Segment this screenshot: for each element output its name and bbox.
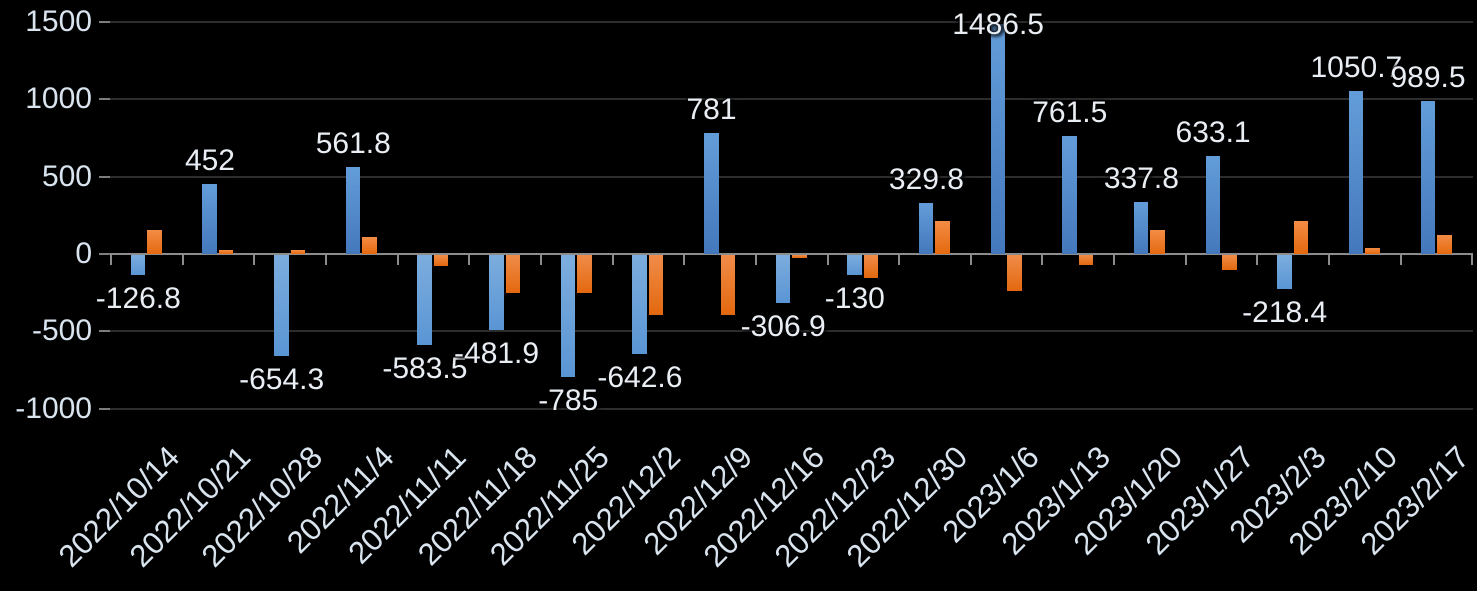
data-label: 337.8 — [1103, 161, 1179, 195]
y-axis-tick — [99, 330, 110, 333]
y-axis-tick-label: -500 — [31, 314, 92, 348]
data-label: -218.4 — [1242, 295, 1328, 329]
bar-orange — [1007, 255, 1022, 291]
y-axis-tick — [99, 253, 110, 255]
bar-blue — [704, 133, 719, 254]
bar-orange — [1222, 255, 1237, 271]
bar-blue — [274, 255, 289, 357]
bar-orange — [433, 255, 449, 266]
data-label: 452 — [184, 144, 235, 178]
y-axis-tick-label: 0 — [75, 237, 92, 270]
x-axis-tick — [969, 254, 972, 265]
data-label: -642.6 — [597, 361, 683, 395]
bar-orange — [505, 255, 521, 293]
bar-orange — [935, 220, 950, 254]
bar-blue — [130, 255, 146, 275]
bar-blue — [632, 255, 647, 355]
bar-blue — [1062, 136, 1077, 254]
bar-orange — [218, 250, 234, 254]
data-label: 761.5 — [1032, 96, 1108, 130]
bar-blue — [1277, 255, 1292, 289]
x-axis-tick — [683, 254, 686, 265]
x-axis-tick — [468, 254, 471, 265]
y-axis-tick-label: 1000 — [25, 82, 92, 116]
data-label: -583.5 — [382, 352, 468, 386]
x-axis-tick — [539, 254, 542, 265]
bar-orange — [1437, 234, 1452, 254]
y-axis-tick-label: -1000 — [15, 391, 92, 425]
bar-orange — [1293, 220, 1309, 254]
gridline — [110, 330, 1474, 333]
bar-blue — [1420, 100, 1436, 254]
x-axis-line — [110, 253, 1474, 255]
data-label: 781 — [686, 93, 737, 127]
bar-orange — [720, 255, 736, 316]
bar-blue — [847, 255, 862, 276]
gridline — [110, 175, 1474, 178]
bar-blue — [1348, 91, 1364, 254]
data-label: 1050.7 — [1310, 51, 1403, 85]
bar-orange — [1150, 230, 1165, 254]
x-axis-tick — [110, 254, 112, 265]
data-label: -126.8 — [95, 281, 181, 315]
x-axis-tick — [1471, 254, 1474, 265]
data-label: -785 — [538, 383, 599, 417]
gridline — [110, 98, 1474, 101]
data-label: -130 — [824, 282, 885, 316]
bar-orange — [863, 255, 879, 279]
data-label: 633.1 — [1175, 115, 1251, 149]
bar-orange — [1078, 255, 1094, 266]
bar-orange — [792, 255, 807, 259]
data-label: 329.8 — [888, 162, 964, 196]
gridline — [110, 20, 1474, 23]
y-axis-tick-label: 500 — [41, 159, 92, 193]
data-label: -306.9 — [740, 309, 826, 343]
x-axis-tick — [1184, 254, 1187, 265]
x-axis-tick — [253, 254, 256, 265]
data-label: 989.5 — [1390, 60, 1466, 94]
x-axis-tick — [611, 254, 614, 265]
y-axis-tick — [99, 407, 110, 410]
data-label: 1486.5 — [952, 8, 1044, 41]
x-axis-tick — [1113, 254, 1116, 265]
bar-blue — [489, 255, 504, 330]
bar-orange — [648, 255, 664, 316]
bar-orange — [147, 230, 162, 254]
x-axis-tick — [898, 254, 901, 265]
y-axis-tick-label: 1500 — [25, 4, 92, 38]
bar-blue — [560, 255, 576, 377]
bar-blue — [1133, 201, 1149, 254]
data-label: 561.8 — [315, 127, 391, 161]
bar-orange — [290, 249, 306, 254]
y-axis-tick — [99, 175, 110, 178]
bar-blue — [202, 184, 217, 254]
bar-blue — [345, 167, 361, 254]
bar-blue — [918, 202, 934, 254]
y-axis-tick — [99, 20, 110, 23]
x-axis-tick — [1328, 254, 1331, 265]
bar-orange — [362, 236, 377, 254]
x-axis-tick — [826, 254, 829, 265]
x-axis-tick — [396, 254, 399, 265]
x-axis-tick — [754, 254, 757, 265]
bar-blue — [775, 255, 791, 303]
bar-blue — [990, 23, 1006, 254]
x-axis-tick — [324, 254, 327, 265]
data-label: -481.9 — [454, 336, 540, 370]
x-axis-tick — [1399, 254, 1402, 265]
bar-orange — [577, 255, 592, 293]
x-axis-tick — [181, 254, 184, 265]
gridline — [110, 407, 1474, 410]
bar-blue — [1205, 155, 1221, 254]
x-axis-tick — [1256, 254, 1259, 265]
x-axis-tick — [1041, 254, 1044, 265]
data-label: -654.3 — [239, 363, 325, 397]
bar-orange — [1365, 247, 1380, 254]
bar-blue — [417, 255, 432, 346]
y-axis-tick — [99, 98, 110, 101]
